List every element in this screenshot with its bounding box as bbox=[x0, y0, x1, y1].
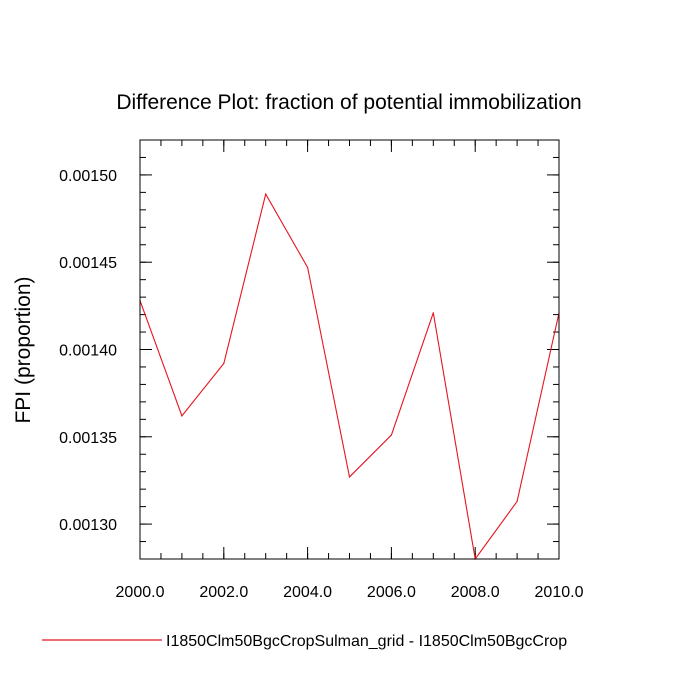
y-tick-label: 0.00150 bbox=[59, 168, 117, 185]
data-point bbox=[390, 434, 392, 436]
data-point bbox=[516, 500, 518, 502]
legend-entry-label: I1850Clm50BgcCropSulman_grid - I1850Clm5… bbox=[166, 633, 567, 650]
series-line bbox=[139, 192, 560, 561]
x-tick-label: 2008.0 bbox=[451, 584, 500, 601]
data-point bbox=[348, 476, 351, 478]
y-tick-label: 0.00130 bbox=[59, 517, 117, 534]
axis-ticks bbox=[139, 139, 560, 560]
x-tick-label: 2010.0 bbox=[535, 584, 584, 601]
x-tick-label: 2002.0 bbox=[199, 584, 248, 601]
y-tick-label: 0.00135 bbox=[59, 430, 117, 447]
series-layer bbox=[139, 192, 560, 561]
data-point bbox=[265, 193, 267, 195]
y-tick-label: 0.00145 bbox=[59, 255, 117, 272]
plot-frame bbox=[139, 139, 560, 560]
data-point bbox=[223, 362, 225, 365]
y-axis-label: FPI (proportion) bbox=[12, 276, 35, 423]
chart-title: Difference Plot: fraction of potential i… bbox=[116, 91, 581, 114]
y-tick-label: 0.00140 bbox=[59, 343, 117, 360]
x-tick-label: 2006.0 bbox=[367, 584, 416, 601]
legend: I1850Clm50BgcCropSulman_grid - I1850Clm5… bbox=[42, 633, 567, 650]
x-tick-label: 2004.0 bbox=[283, 584, 332, 601]
data-point bbox=[181, 415, 183, 417]
x-tick-label: 2000.0 bbox=[116, 584, 165, 601]
data-point bbox=[307, 266, 309, 269]
data-point bbox=[432, 312, 434, 314]
axis-tick-labels: 2000.0 2002.0 2004.0 2006.0 2008.0 2010.0 0.00… bbox=[59, 168, 583, 601]
